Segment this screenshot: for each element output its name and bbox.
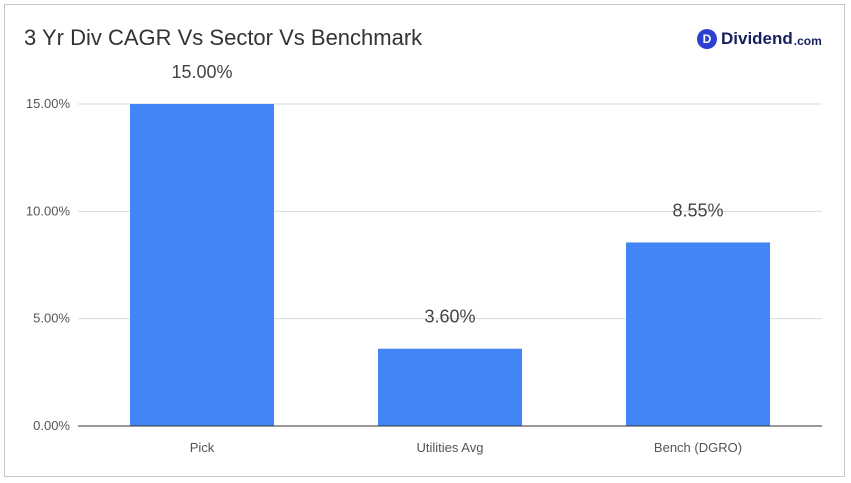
y-tick-label: 5.00%	[33, 311, 70, 326]
x-tick-label: Utilities Avg	[417, 440, 484, 455]
data-label: 8.55%	[672, 200, 723, 220]
logo-tld: .com	[793, 34, 822, 48]
bar	[378, 348, 522, 426]
y-tick-label: 10.00%	[26, 203, 71, 218]
y-tick-label: 0.00%	[33, 418, 70, 433]
logo-wordmark: Dividend	[721, 29, 793, 48]
dividend-logo: D Dividend .com	[697, 28, 822, 50]
x-tick-label: Bench (DGRO)	[654, 440, 742, 455]
dividend-logo-icon: D	[697, 29, 717, 49]
chart-title: 3 Yr Div CAGR Vs Sector Vs Benchmark	[24, 25, 423, 50]
bar	[626, 242, 770, 426]
bar	[130, 104, 274, 426]
data-label: 3.60%	[424, 307, 475, 327]
data-label: 15.00%	[171, 62, 232, 82]
x-tick-label: Pick	[190, 440, 215, 455]
y-tick-label: 15.00%	[26, 96, 71, 111]
